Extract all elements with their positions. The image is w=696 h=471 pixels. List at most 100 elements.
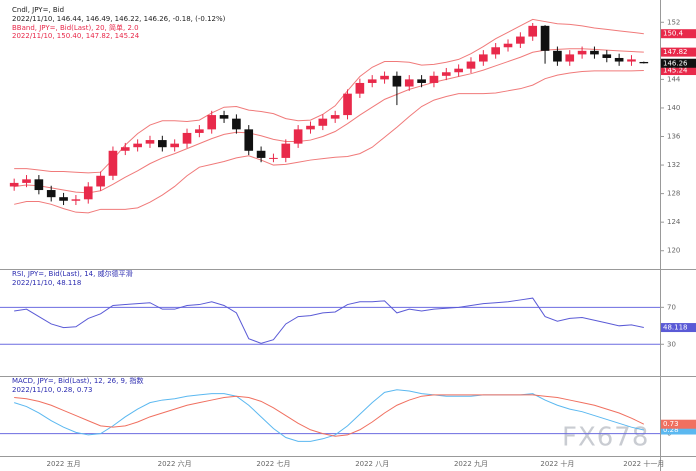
last-value-box (661, 58, 696, 68)
candle-body (565, 54, 575, 62)
bollinger-band (14, 48, 644, 194)
candle-body (182, 132, 192, 144)
y-tick-label: 136 (667, 133, 681, 141)
candle-body (244, 129, 254, 151)
last-value-label: 150.4 (663, 30, 684, 38)
candle-body (528, 25, 538, 37)
candle-body (256, 150, 266, 158)
panel-subtitle: 2022/11/10, 0.28, 0.73 (12, 386, 92, 394)
candle-body (145, 140, 155, 144)
candle-body (83, 186, 93, 200)
candle-body (133, 143, 142, 148)
candle-body (343, 93, 352, 116)
panel-subtitle: 2022/11/10, 146.44, 146.49, 146.22, 146.… (12, 15, 226, 23)
candle-body (417, 79, 426, 83)
x-tick-label: 2022 十月 (540, 459, 574, 468)
last-value-label: 146.26 (663, 59, 688, 67)
candle-body (269, 157, 278, 159)
candle-body (441, 72, 451, 76)
candle-body (590, 50, 599, 55)
last-value-label: 0.28 (663, 426, 679, 434)
candle-body (71, 199, 81, 201)
candle-body (602, 54, 612, 58)
candle-body (491, 47, 500, 55)
last-value-label: 48.118 (663, 324, 688, 332)
candle-body (553, 50, 562, 62)
candle-body (281, 143, 291, 158)
y-tick-label: 128 (667, 190, 680, 198)
candle-body (120, 147, 130, 151)
candle-body (59, 197, 68, 201)
candle-body (540, 25, 550, 51)
candle-body (9, 182, 19, 187)
candle-body (306, 125, 315, 130)
last-value-box (661, 323, 696, 333)
candle-body (232, 118, 241, 130)
bollinger-band (14, 18, 644, 174)
last-value-label: 147.82 (663, 48, 688, 56)
last-value-box (661, 47, 696, 57)
candle-body (367, 79, 377, 83)
candle-body (355, 82, 365, 94)
x-tick-label: 2022 八月 (355, 460, 389, 468)
candle-body (22, 179, 31, 183)
last-value-box (661, 425, 696, 435)
band-subtitle: 2022/11/10, 150.40, 147.82, 145.24 (12, 32, 140, 40)
candle-body (429, 75, 439, 83)
candle-body (404, 79, 414, 87)
y-tick-label: 140 (667, 104, 680, 112)
y-tick-label: 120 (667, 247, 680, 255)
candle-body (627, 59, 636, 62)
x-tick-label: 2022 五月 (47, 460, 81, 468)
band-title: BBand, JPY=, Bid(Last), 20, 简单, 2.0 (12, 23, 139, 32)
last-value-box (661, 29, 696, 39)
candle-body (577, 50, 587, 55)
candle-body (639, 61, 649, 64)
candle-body (516, 36, 525, 44)
candle-body (318, 118, 328, 126)
y-tick-label: 144 (667, 75, 681, 83)
x-tick-label: 2022 六月 (158, 459, 192, 468)
indicator-line (14, 394, 645, 437)
candle-body (195, 129, 204, 133)
y-tick-label: 70 (667, 303, 676, 311)
candle-body (614, 57, 624, 62)
candle-body (96, 175, 105, 187)
y-tick-label: 124 (667, 218, 681, 226)
candle-body (158, 140, 167, 148)
panel-subtitle: 2022/11/10, 48.118 (12, 279, 81, 287)
panel-title: RSI, JPY=, Bid(Last), 14, 威尔德平滑 (12, 269, 133, 278)
last-value-label: 145.24 (663, 67, 688, 75)
candle-body (34, 179, 44, 191)
x-tick-label: 2022 十一月 (623, 459, 664, 468)
x-tick-label: 2022 九月 (454, 459, 488, 468)
y-tick-label: 152 (667, 18, 680, 26)
watermark: FX678 (562, 423, 649, 453)
candle-body (479, 54, 488, 62)
indicator-line (14, 389, 644, 442)
candle-body (170, 143, 179, 148)
candle-body (293, 129, 303, 144)
y-tick-label: 30 (667, 340, 676, 348)
candle-body (207, 115, 217, 130)
candle-body (466, 61, 476, 69)
x-tick-label: 2022 七月 (256, 459, 290, 468)
candle-body (108, 150, 118, 176)
last-value-box (661, 419, 696, 429)
last-value-label: 0.73 (663, 420, 679, 428)
candle-body (330, 115, 340, 119)
candle-body (46, 190, 56, 198)
bollinger-band (14, 70, 644, 214)
candle-body (380, 75, 389, 80)
panel-title: Cndl, JPY=, Bid (12, 6, 64, 14)
candle-body (503, 43, 513, 48)
indicator-line (14, 297, 644, 344)
candle-body (392, 75, 402, 87)
candle-body (219, 115, 229, 119)
panel-title: MACD, JPY=, Bid(Last), 12, 26, 9, 指数 (12, 376, 143, 385)
candle-body (454, 68, 463, 73)
y-tick-label: 132 (667, 161, 680, 169)
